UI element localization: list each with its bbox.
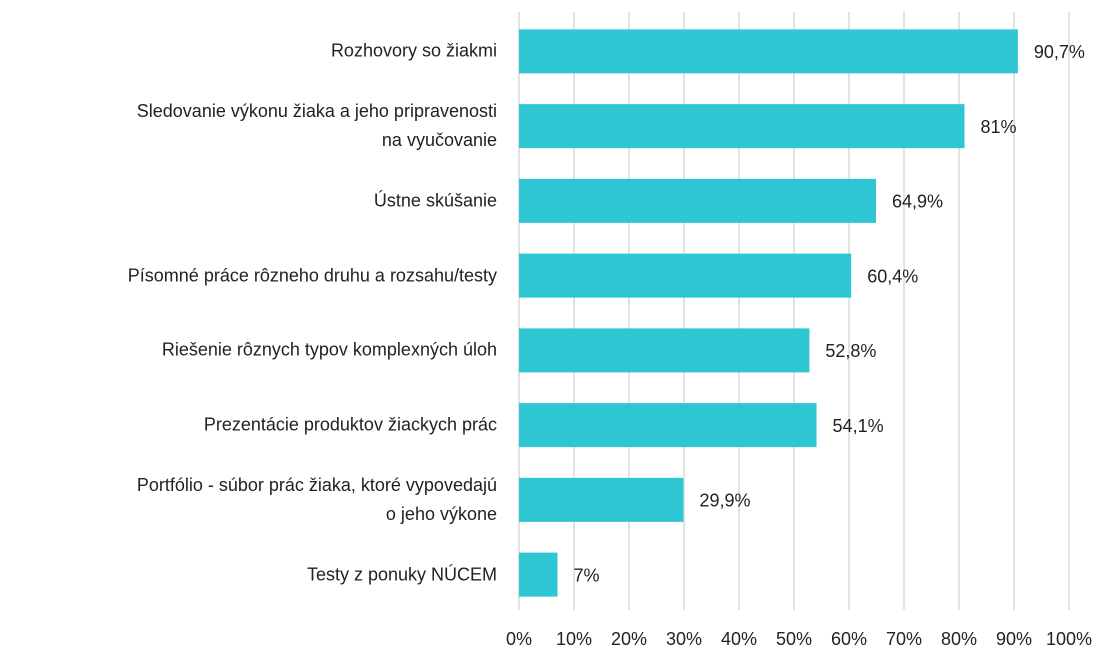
- bar: [519, 552, 558, 597]
- category-label: Testy z ponuky NÚCEM: [306, 564, 497, 585]
- x-tick-label: 90%: [996, 629, 1032, 649]
- data-label: 52,8%: [825, 341, 876, 361]
- bar: [519, 328, 810, 373]
- x-tick-label: 70%: [886, 629, 922, 649]
- category-label: Ústne skúšanie: [373, 190, 497, 211]
- x-tick-label: 100%: [1046, 629, 1092, 649]
- x-tick-label: 40%: [721, 629, 757, 649]
- bar: [519, 178, 876, 223]
- x-tick-label: 30%: [666, 629, 702, 649]
- data-label: 60,4%: [867, 266, 918, 286]
- bar: [519, 253, 852, 298]
- x-tick-label: 50%: [776, 629, 812, 649]
- bar: [519, 104, 965, 149]
- x-tick-label: 0%: [506, 629, 532, 649]
- category-label: Portfólio - súbor prác žiaka, ktoré vypo…: [136, 474, 497, 524]
- data-label: 90,7%: [1034, 42, 1085, 62]
- bar: [519, 403, 817, 448]
- bar: [519, 477, 684, 522]
- x-tick-label: 60%: [831, 629, 867, 649]
- x-tick-label: 20%: [611, 629, 647, 649]
- data-label: 54,1%: [833, 416, 884, 436]
- category-label: Písomné práce rôzneho druhu a rozsahu/te…: [127, 265, 497, 286]
- x-tick-label: 10%: [556, 629, 592, 649]
- bar: [519, 29, 1018, 74]
- data-label: 29,9%: [699, 491, 750, 511]
- data-label: 7%: [574, 565, 600, 585]
- category-label: Riešenie rôznych typov komplexných úloh: [161, 339, 497, 360]
- x-tick-label: 80%: [941, 629, 977, 649]
- category-label: Rozhovory so žiakmi: [330, 40, 497, 61]
- category-label: Sledovanie výkonu žiaka a jeho pripraven…: [136, 101, 497, 151]
- data-label: 81%: [981, 117, 1017, 137]
- data-label: 64,9%: [892, 192, 943, 212]
- category-label: Prezentácie produktov žiackych prác: [203, 414, 497, 435]
